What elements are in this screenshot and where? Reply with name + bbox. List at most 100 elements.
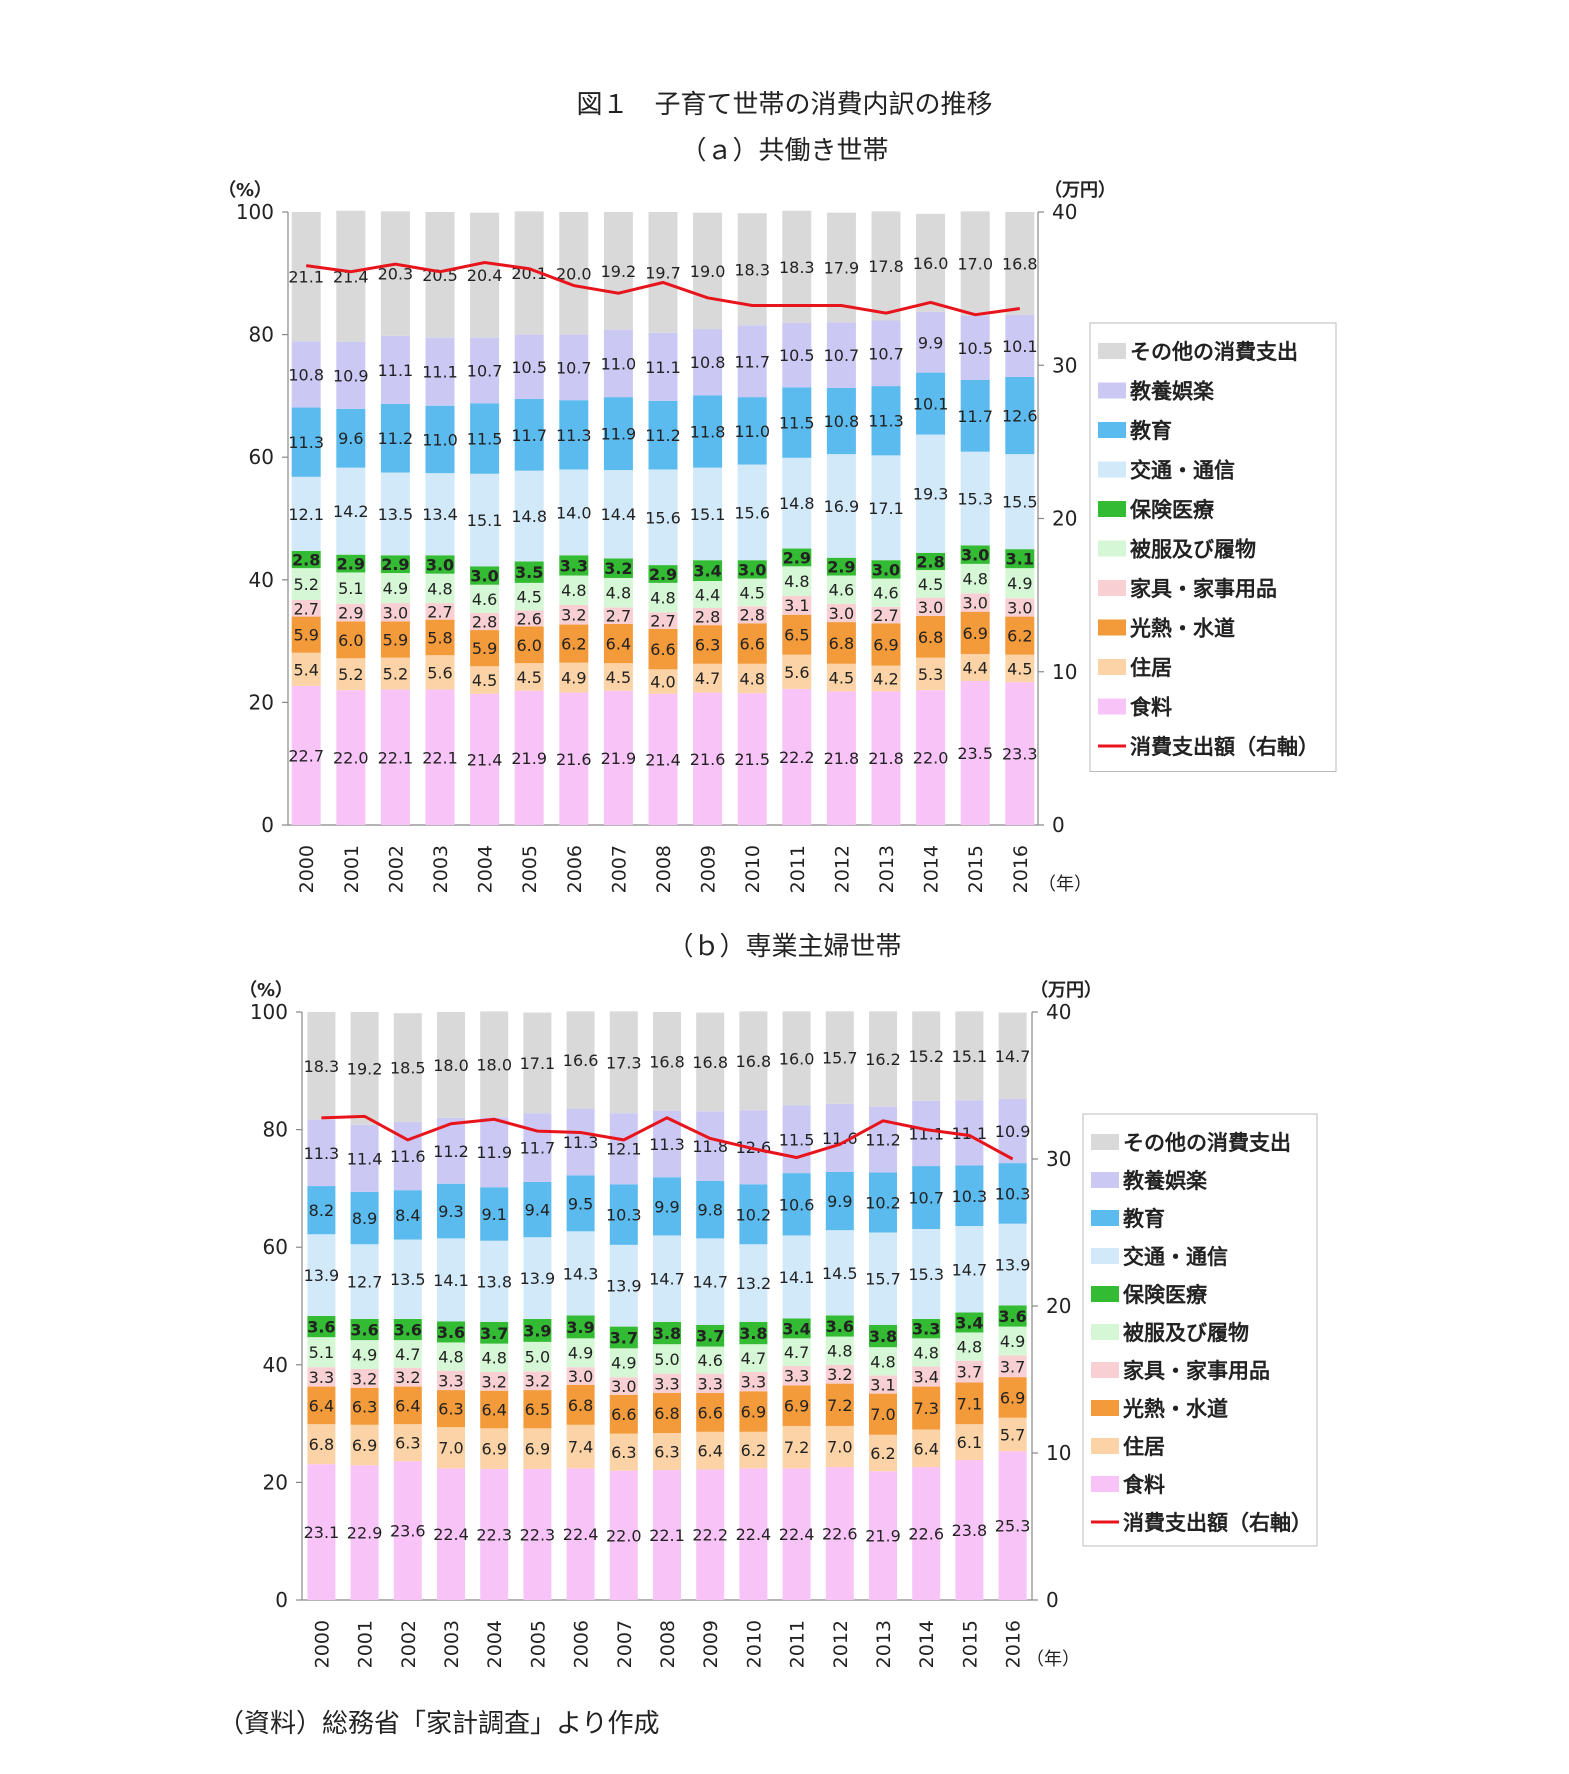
bar-segment: [336, 658, 366, 691]
bar-segment: [566, 1175, 595, 1232]
bar-segment: [998, 1305, 1027, 1327]
data-label: 11.3: [556, 426, 592, 445]
data-label: 16.2: [865, 1050, 901, 1069]
bar-segment: [869, 1347, 897, 1376]
y-tick-label-left: 20: [263, 1470, 288, 1494]
bar-segment: [782, 688, 812, 825]
x-tick-label: 2002: [398, 1620, 420, 1668]
data-label: 2.9: [381, 555, 409, 574]
data-label: 3.2: [352, 1369, 377, 1388]
data-label: 12.7: [347, 1273, 383, 1292]
data-label: 3.8: [869, 1327, 897, 1346]
data-label: 2.7: [427, 602, 452, 621]
data-label: 10.7: [467, 361, 503, 380]
data-label: 7.2: [827, 1396, 852, 1415]
legend-swatch: [1091, 1400, 1119, 1416]
data-label: 3.7: [696, 1327, 724, 1346]
data-label: 21.9: [511, 749, 547, 768]
x-tick-label: 2005: [519, 845, 541, 893]
bar-segment: [739, 1468, 768, 1600]
bar-segment: [603, 212, 633, 330]
bar-segment: [393, 1013, 422, 1122]
data-label: 6.3: [395, 1434, 420, 1453]
bar-segment: [916, 657, 946, 691]
data-label: 7.0: [438, 1439, 463, 1458]
bar-segment: [437, 1183, 465, 1239]
data-label: 11.3: [868, 412, 904, 431]
bar-segment: [869, 1375, 897, 1394]
bar-segment: [782, 1365, 811, 1386]
data-label: 11.3: [288, 433, 324, 452]
legend-swatch: [1098, 343, 1126, 359]
bar-segment: [336, 572, 366, 604]
x-tick-label: 2014: [921, 845, 943, 893]
bar-segment: [916, 311, 946, 373]
y-unit-right: （万円）: [1030, 980, 1102, 1001]
data-label: 6.8: [568, 1396, 593, 1415]
data-label: 15.7: [822, 1049, 858, 1068]
bar-segment: [603, 329, 633, 398]
x-tick-label: 2002: [385, 845, 407, 893]
data-label: 6.4: [697, 1442, 722, 1461]
data-label: 16.8: [736, 1052, 772, 1071]
data-label: 4.8: [650, 589, 675, 608]
data-label: 21.8: [824, 749, 860, 768]
bar-segment: [425, 573, 455, 604]
bar-segment: [826, 663, 856, 692]
data-label: 4.5: [739, 583, 764, 602]
bar-segment: [955, 1226, 984, 1313]
data-label: 11.7: [520, 1139, 556, 1158]
data-label: 5.4: [293, 660, 318, 679]
bar-segment: [955, 1460, 984, 1600]
bar-segment: [336, 554, 366, 573]
data-label: 4.9: [611, 1354, 636, 1373]
bar-segment: [437, 1321, 465, 1343]
data-label: 13.2: [736, 1274, 772, 1293]
bar-segment: [826, 575, 856, 604]
data-label: 10.9: [333, 366, 369, 385]
data-label: 3.2: [561, 606, 586, 625]
data-label: 23.5: [957, 744, 993, 763]
bar-segment: [916, 434, 946, 553]
data-label: 4.8: [784, 572, 809, 591]
data-label: 22.3: [476, 1525, 512, 1544]
bar-segment: [609, 1326, 638, 1349]
legend-label: 消費支出額（右軸）: [1130, 735, 1319, 759]
data-label: 22.6: [908, 1525, 944, 1544]
bar-segment: [912, 1467, 941, 1600]
data-label: 15.7: [865, 1270, 901, 1289]
legend-swatch: [1091, 1362, 1119, 1378]
legend-label: 被服及び履物: [1130, 538, 1256, 562]
bar-segment: [998, 1355, 1027, 1378]
data-label: 4.4: [962, 658, 987, 677]
x-tick-label: 2006: [571, 1620, 593, 1668]
bar-segment: [825, 1425, 854, 1468]
bar-segment: [380, 657, 410, 690]
bar-segment: [912, 1318, 941, 1339]
bar-segment: [960, 593, 990, 612]
data-label: 15.5: [1002, 493, 1038, 512]
bar-segment: [566, 1468, 595, 1600]
legend-swatch: [1091, 1286, 1119, 1302]
data-label: 22.6: [822, 1525, 858, 1544]
legend-label: 家具・家事用品: [1123, 1359, 1270, 1383]
data-label: 6.3: [695, 635, 720, 654]
data-label: 12.1: [288, 505, 324, 524]
bar-segment: [559, 469, 589, 556]
bar-segment: [693, 607, 723, 626]
legend-label: 被服及び履物: [1123, 1321, 1249, 1345]
data-label: 17.1: [868, 499, 904, 518]
data-label: 22.0: [606, 1526, 642, 1545]
bar-segment: [603, 623, 633, 664]
data-label: 11.1: [645, 358, 681, 377]
bar-segment: [336, 690, 366, 825]
bar-segment: [916, 597, 946, 616]
data-label: 4.9: [352, 1346, 377, 1365]
data-label: 6.4: [913, 1439, 938, 1458]
legend-label: 家具・家事用品: [1130, 577, 1277, 601]
bar-segment: [869, 1232, 897, 1325]
data-label: 16.9: [824, 497, 860, 516]
data-label: 5.0: [654, 1350, 679, 1369]
x-tick-label: 2013: [876, 845, 898, 893]
bar-segment: [737, 397, 767, 465]
